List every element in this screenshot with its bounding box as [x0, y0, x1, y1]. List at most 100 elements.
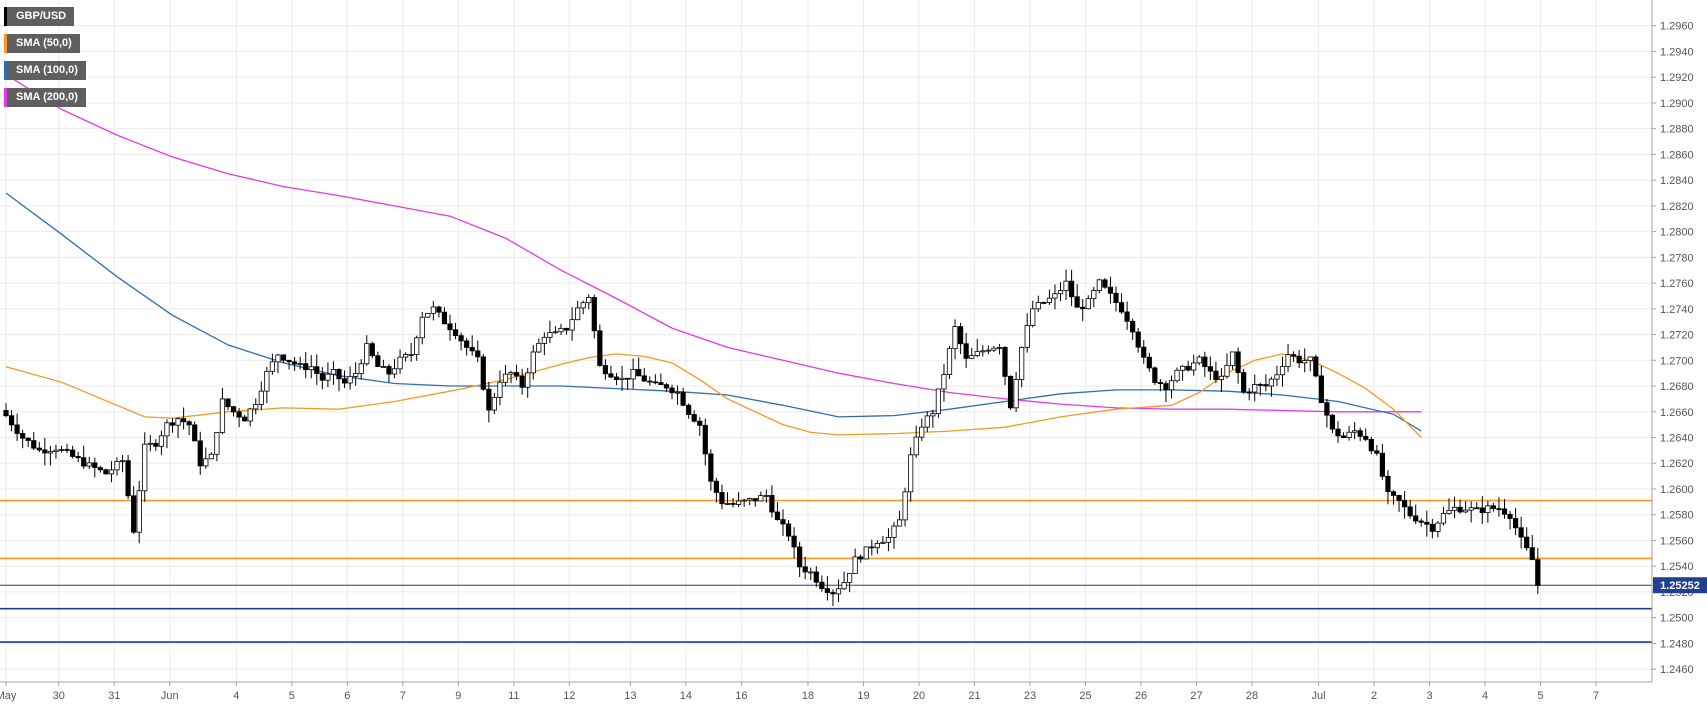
candle-bearish — [1418, 520, 1424, 523]
candle-bearish — [1396, 495, 1402, 501]
sma-200-line — [5, 74, 1422, 413]
candle-bearish — [3, 410, 9, 417]
candle-bullish — [142, 443, 148, 492]
candle-bearish — [75, 456, 81, 459]
candle-bullish — [391, 368, 398, 375]
x-tick-label: 9 — [455, 690, 461, 702]
y-tick-label: 1.2880 — [1660, 124, 1694, 136]
legend-item-sma100[interactable]: SMA (100,0) — [4, 61, 86, 80]
candle-bearish — [319, 373, 325, 381]
x-tick-label: Jun — [161, 690, 179, 702]
candle-bullish — [1451, 506, 1458, 511]
candle-bearish — [1535, 559, 1541, 586]
candle-bullish — [747, 498, 753, 501]
candle-bullish — [847, 573, 853, 583]
candle-bearish — [769, 495, 775, 513]
candle-bullish — [1091, 290, 1097, 300]
candle-bullish — [1285, 354, 1291, 368]
candle-bearish — [663, 384, 670, 389]
candle-bullish — [919, 426, 925, 438]
candle-bearish — [1113, 292, 1119, 304]
candle-bullish — [541, 336, 547, 344]
candle-bearish — [1074, 296, 1080, 308]
candle-bullish — [1196, 356, 1202, 364]
candle-bearish — [963, 343, 969, 359]
candle-bullish — [425, 312, 431, 318]
candle-bearish — [1141, 346, 1147, 358]
candle-bullish — [58, 449, 65, 451]
candle-bearish — [1413, 515, 1419, 522]
candle-bullish — [497, 381, 503, 398]
candle-bearish — [192, 424, 198, 442]
candle-bearish — [1257, 384, 1263, 386]
sma-100-line — [5, 192, 1422, 432]
candle-bullish — [325, 373, 331, 381]
y-tick-label: 1.2820 — [1660, 201, 1694, 213]
candle-bearish — [608, 373, 614, 378]
x-tick-label: May — [0, 690, 17, 702]
candle-bearish — [691, 414, 697, 422]
candle-bearish — [958, 326, 964, 345]
legend-swatch — [4, 34, 7, 53]
candle-bullish — [1063, 280, 1069, 292]
candle-bearish — [1130, 320, 1136, 333]
candle-bullish — [575, 307, 581, 321]
candle-bullish — [275, 354, 281, 363]
candle-bullish — [219, 398, 226, 433]
candle-bearish — [452, 329, 459, 337]
candle-bearish — [386, 366, 392, 375]
candle-bearish — [1135, 331, 1141, 348]
candle-bearish — [25, 437, 31, 441]
candle-bullish — [1085, 298, 1091, 310]
candle-bearish — [1374, 450, 1380, 454]
y-tick-label: 1.2700 — [1660, 355, 1694, 367]
candle-bearish — [1402, 500, 1408, 508]
current-price-tag: 1.25252 — [1653, 577, 1707, 594]
x-tick-label: 27 — [1190, 690, 1202, 702]
candle-bullish — [258, 390, 264, 405]
y-tick-label: 1.2640 — [1660, 433, 1694, 445]
legend-item-gbpusd[interactable]: GBP/USD — [4, 7, 75, 26]
candle-bullish — [1279, 366, 1286, 376]
candle-bearish — [647, 380, 653, 383]
legend-label: SMA (200,0) — [16, 91, 78, 103]
candle-bearish — [341, 378, 348, 384]
candle-bullish — [1057, 290, 1064, 295]
legend-item-sma50[interactable]: SMA (50,0) — [4, 34, 80, 53]
candle-bearish — [785, 523, 792, 537]
candle-bearish — [1407, 506, 1413, 517]
candle-bullish — [547, 332, 553, 338]
candle-bearish — [486, 388, 492, 411]
y-tick-label: 1.2800 — [1660, 227, 1694, 239]
legend-item-sma200[interactable]: SMA (200,0) — [4, 88, 86, 107]
candle-bullish — [741, 499, 747, 502]
x-tick-label: 12 — [563, 690, 575, 702]
candle-bearish — [1507, 513, 1513, 519]
candle-bullish — [364, 343, 370, 365]
candle-bullish — [1468, 507, 1474, 511]
candle-bullish — [1174, 369, 1180, 382]
candle-bearish — [680, 391, 686, 406]
candle-bearish — [169, 422, 176, 426]
candle-bearish — [197, 440, 203, 467]
y-tick-label: 1.2660 — [1660, 407, 1694, 419]
candle-bearish — [242, 416, 248, 422]
candle-bearish — [42, 449, 48, 454]
legend-label: SMA (100,0) — [16, 64, 78, 76]
candle-bearish — [658, 382, 664, 386]
candle-bearish — [519, 375, 525, 388]
candle-bearish — [697, 420, 703, 426]
candle-bearish — [1529, 547, 1535, 561]
y-tick-label: 1.2920 — [1660, 72, 1694, 84]
candle-bullish — [1224, 364, 1230, 377]
candle-bearish — [1235, 351, 1241, 373]
candle-bullish — [863, 546, 869, 560]
candle-bearish — [97, 467, 103, 471]
candle-bearish — [286, 359, 292, 363]
candle-bearish — [1379, 452, 1385, 477]
candle-bullish — [835, 588, 842, 595]
candle-bearish — [1501, 508, 1508, 515]
candle-bullish — [297, 363, 303, 366]
candle-bearish — [641, 375, 647, 382]
